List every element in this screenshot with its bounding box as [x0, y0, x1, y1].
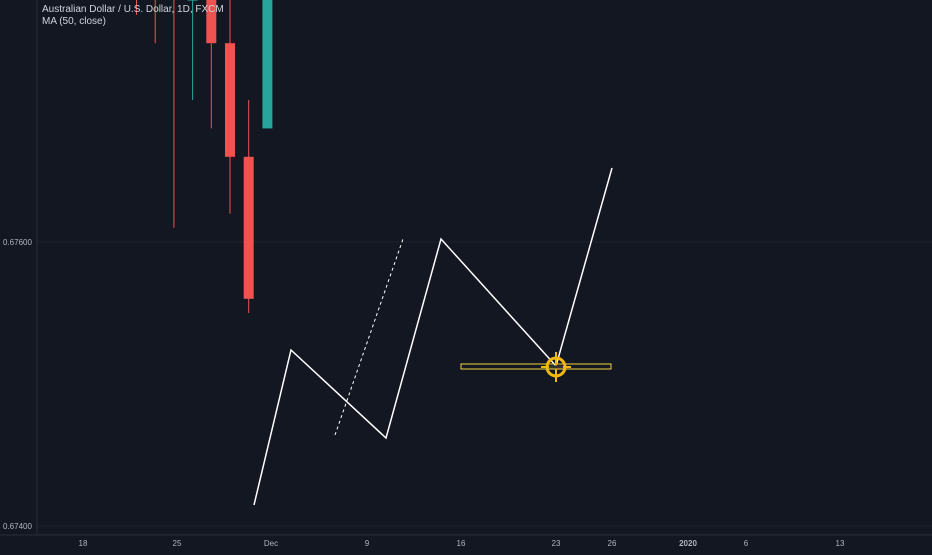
time-tick-label: 23 — [552, 539, 561, 548]
candle-body — [243, 156, 254, 299]
time-tick-label: Dec — [264, 539, 278, 548]
price-axis[interactable]: 0.710000.708000.706000.704000.702000.700… — [0, 0, 38, 550]
price-axis-bg — [0, 0, 37, 550]
candle-body — [206, 0, 217, 44]
candle[interactable] — [243, 100, 254, 313]
time-tick-label: 25 — [173, 539, 182, 548]
time-tick-label: 18 — [79, 539, 88, 548]
candle-body — [225, 43, 235, 157]
candle[interactable] — [206, 0, 217, 129]
grid — [37, 241, 932, 527]
price-tick-label: 0.67600 — [3, 238, 32, 247]
symbol-title[interactable]: Australian Dollar / U.S. Dollar, 1D, FXC… — [42, 4, 224, 15]
entry-range-box — [460, 363, 612, 370]
time-tick-label: 13 — [836, 539, 845, 548]
time-tick-label: 2020 — [679, 539, 697, 548]
price-tick-label: 0.67400 — [3, 522, 32, 531]
candle[interactable] — [225, 0, 235, 214]
time-axis[interactable]: 18 25 Dec 9 16 23 26 2020 6 13 — [0, 534, 932, 550]
candle-body — [187, 0, 198, 1]
time-tick-label: 9 — [365, 539, 370, 548]
time-axis-bg — [0, 535, 932, 550]
candle-body — [262, 0, 273, 129]
time-tick-label: 6 — [744, 539, 749, 548]
harmonic-pattern-line — [253, 167, 613, 506]
indicator-label[interactable]: MA (50, close) — [42, 16, 106, 27]
time-tick-label: 26 — [608, 539, 617, 548]
chart-legend: Australian Dollar / U.S. Dollar, 1D, FXC… — [42, 4, 224, 28]
time-tick-label: 16 — [457, 539, 466, 548]
candle[interactable] — [187, 0, 198, 100]
candle[interactable] — [169, 0, 179, 228]
pattern-drawings[interactable] — [253, 167, 613, 506]
candle[interactable] — [262, 0, 273, 129]
candles[interactable] — [38, 0, 478, 313]
projection-dotted-line — [334, 238, 404, 436]
